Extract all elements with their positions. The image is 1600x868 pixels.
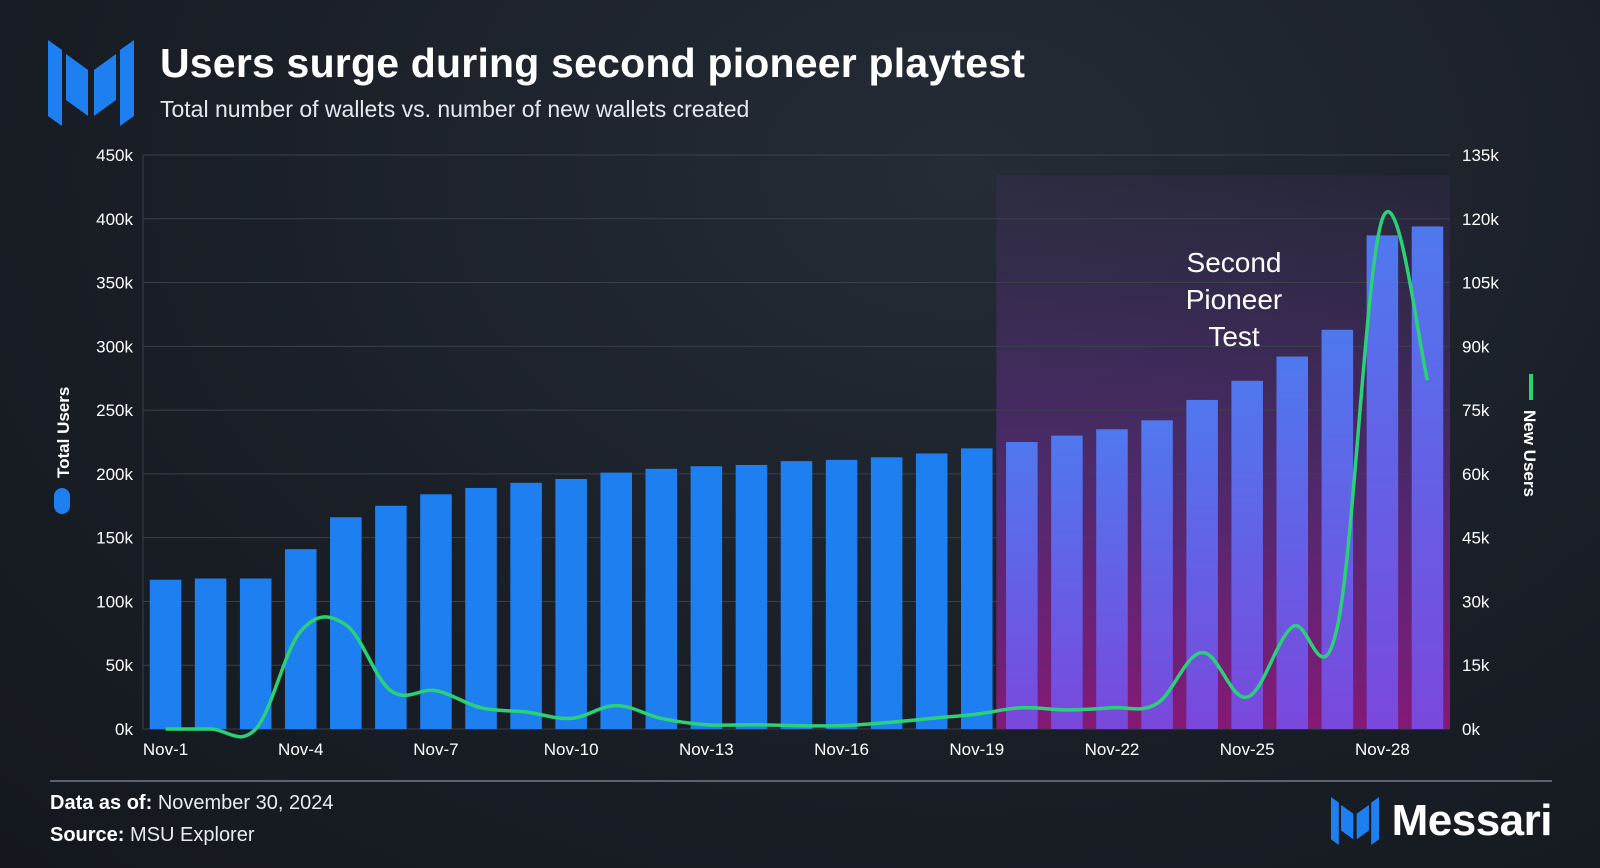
x-tick-label: Nov-22: [1085, 740, 1140, 759]
messari-logo-icon: [1330, 797, 1379, 845]
y-left-tick-label: 250k: [96, 401, 133, 420]
bar-Nov-26: [1276, 356, 1309, 729]
bar-Nov-20: [1006, 442, 1038, 729]
x-tick-label: Nov-28: [1355, 740, 1410, 759]
y-right-tick-label: 105k: [1462, 274, 1499, 293]
bar-Nov-18: [915, 453, 948, 729]
bar-Nov-10: [555, 478, 587, 729]
footer-divider: [50, 780, 1552, 782]
source: Source: MSU Explorer: [50, 824, 255, 847]
y-left-tick-label: 100k: [96, 592, 133, 611]
annotation-line-2: Pioneer: [1186, 284, 1283, 315]
bar-Nov-11: [600, 472, 632, 729]
bar-Nov-25: [1231, 380, 1263, 729]
brand-logo: Messari: [1330, 796, 1553, 846]
source-value: MSU Explorer: [130, 824, 255, 846]
chart-subtitle: Total number of wallets vs. number of ne…: [160, 96, 750, 122]
bar-Nov-13: [690, 466, 723, 729]
right-axis-title: New Users: [1520, 374, 1539, 497]
left-axis-label: Total Users: [54, 387, 73, 478]
bar-Nov-8: [465, 487, 497, 729]
bar-Nov-23: [1141, 420, 1173, 729]
data-as-of-label: Data as of:: [50, 792, 153, 814]
y-left-tick-label: 0k: [115, 720, 133, 739]
bar-Nov-1: [149, 579, 182, 729]
x-tick-label: Nov-10: [544, 740, 599, 759]
y-right-tick-label: 60k: [1462, 465, 1490, 484]
x-tick-label: Nov-16: [814, 740, 869, 759]
bar-Nov-29: [1411, 226, 1444, 730]
y-right-tick-label: 45k: [1462, 529, 1490, 548]
bar-Nov-4: [284, 549, 317, 729]
x-tick-label: Nov-25: [1220, 740, 1275, 759]
messari-logo-icon: [48, 40, 134, 126]
y-right-tick-label: 0k: [1462, 720, 1480, 739]
y-left-tick-label: 300k: [96, 337, 133, 356]
y-right-tick-label: 90k: [1462, 337, 1490, 356]
y-right-tick-label: 30k: [1462, 592, 1490, 611]
bar-Nov-14: [735, 464, 768, 729]
left-axis-title: Total Users: [54, 387, 73, 514]
bar-Nov-16: [825, 459, 858, 729]
left-axis-legend-swatch: [54, 488, 70, 514]
new-users-line: [165, 210, 1430, 739]
y-left-tick-label: 200k: [96, 465, 133, 484]
annotation-line-3: Test: [1208, 321, 1260, 352]
data-as-of: Data as of: November 30, 2024: [50, 792, 333, 815]
bar-Nov-28: [1366, 235, 1399, 730]
x-tick-label: Nov-7: [413, 740, 458, 759]
y-left-tick-label: 400k: [96, 210, 133, 229]
y-left-tick-label: 150k: [96, 529, 133, 548]
brand-name: Messari: [1391, 796, 1553, 845]
bar-Nov-27: [1321, 329, 1354, 729]
y-right-tick-label: 135k: [1462, 146, 1499, 165]
bar-Nov-3: [239, 578, 272, 729]
x-tick-label: Nov-13: [679, 740, 734, 759]
y-left-tick-label: 450k: [96, 146, 133, 165]
y-right-tick-label: 120k: [1462, 210, 1499, 229]
bar-Nov-9: [510, 482, 542, 729]
y-left-tick-label: 50k: [106, 656, 134, 675]
right-axis-legend-swatch: [1529, 374, 1533, 400]
annotation-line-1: Second: [1187, 247, 1282, 278]
data-as-of-value: November 30, 2024: [157, 792, 334, 814]
bar-Nov-2: [194, 578, 227, 729]
y-right-tick-label: 15k: [1462, 656, 1490, 675]
bar-Nov-22: [1096, 429, 1128, 729]
x-tick-label: Nov-19: [949, 740, 1004, 759]
y-right-tick-label: 75k: [1462, 401, 1490, 420]
bar-Nov-15: [780, 461, 813, 729]
right-axis-label: New Users: [1520, 410, 1539, 497]
x-tick-label: Nov-1: [143, 740, 188, 759]
bar-Nov-17: [870, 457, 903, 729]
bar-Nov-12: [645, 468, 678, 729]
bar-Nov-21: [1051, 435, 1083, 729]
x-tick-label: Nov-4: [278, 740, 323, 759]
chart-title: Users surge during second pioneer playte…: [160, 40, 1026, 86]
source-label: Source:: [50, 824, 125, 846]
bar-Nov-24: [1186, 399, 1218, 729]
y-left-tick-label: 350k: [96, 274, 133, 293]
bar-Nov-19: [961, 448, 993, 729]
